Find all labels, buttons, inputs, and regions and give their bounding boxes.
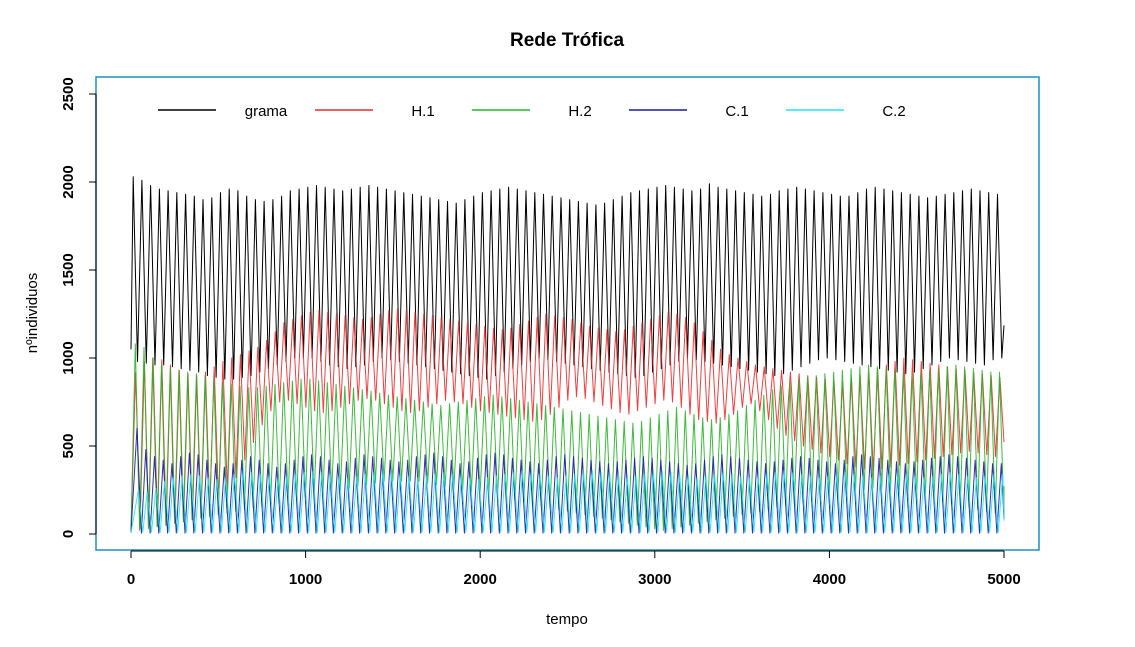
legend-label: H.1 <box>411 103 434 120</box>
series-line-c-2 <box>130 470 1005 534</box>
x-tick-label: 5000 <box>987 571 1020 588</box>
chart-title: Rede Trófica <box>510 30 624 51</box>
legend-label: C.1 <box>725 103 748 120</box>
x-tick-label: 4000 <box>813 571 846 588</box>
x-tick-label: 0 <box>127 571 135 588</box>
x-tick-label: 2000 <box>464 571 497 588</box>
series-line-h-2 <box>130 343 1005 531</box>
y-axis: 0 500 1000 1500 2000 2500 <box>60 77 97 538</box>
x-axis: 0 1000 2000 3000 4000 5000 <box>127 550 1021 588</box>
x-tick-label: 1000 <box>289 571 322 588</box>
series-line-grama <box>130 176 1005 380</box>
y-tick-label: 2500 <box>60 77 77 110</box>
series-layer <box>130 176 1005 534</box>
legend-label: grama <box>245 103 288 120</box>
legend-label: H.2 <box>568 103 591 120</box>
y-axis-label: nºindividuos <box>24 273 41 354</box>
y-tick-label: 0 <box>60 530 77 538</box>
y-tick-label: 1000 <box>60 341 77 374</box>
series-line-c-1 <box>130 427 1005 534</box>
legend-label: C.2 <box>882 103 905 120</box>
legend: grama H.1 H.2 C.1 C.2 <box>158 103 906 120</box>
y-tick-label: 1500 <box>60 253 77 286</box>
x-tick-label: 3000 <box>638 571 671 588</box>
y-tick-label: 2000 <box>60 165 77 198</box>
y-tick-label: 500 <box>60 433 77 458</box>
x-axis-label: tempo <box>546 611 588 628</box>
